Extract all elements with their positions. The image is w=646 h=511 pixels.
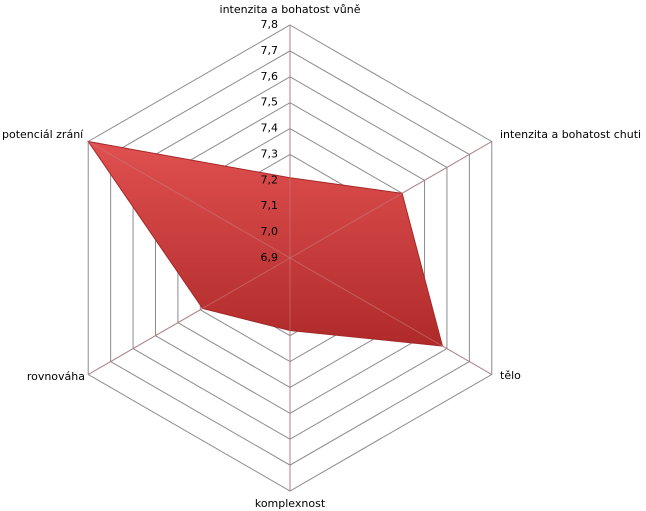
category-label: komplexnost	[255, 497, 326, 510]
category-label: intenzita a bohatost vůně	[220, 3, 361, 16]
tick-label: 7,7	[261, 44, 279, 57]
category-label: potenciál zrání	[2, 128, 84, 141]
spoke-over	[289, 141, 493, 259]
tick-label: 7,0	[261, 225, 279, 238]
category-label: tělo	[500, 369, 521, 382]
category-label: rovnováha	[27, 370, 85, 383]
plot	[87, 25, 493, 491]
tick-label: 7,5	[261, 96, 279, 109]
tick-label: 7,4	[261, 122, 279, 135]
tick-label: 7,6	[261, 70, 279, 83]
tick-label: 7,8	[261, 18, 279, 31]
labels: 6,9 7,0 7,1 7,2 7,3 7,4 7,5 7,6 7,7 7,8 intenzita …	[2, 3, 641, 510]
spoke-over	[87, 141, 291, 259]
spoke-over	[87, 257, 291, 375]
tick-label: 6,9	[261, 251, 279, 264]
spoke-over	[289, 257, 493, 375]
tick-label: 7,2	[261, 173, 279, 186]
tick-label: 7,1	[261, 199, 279, 212]
category-label: intenzita a bohatost chuti	[500, 128, 641, 141]
tick-label: 7,3	[261, 147, 279, 160]
